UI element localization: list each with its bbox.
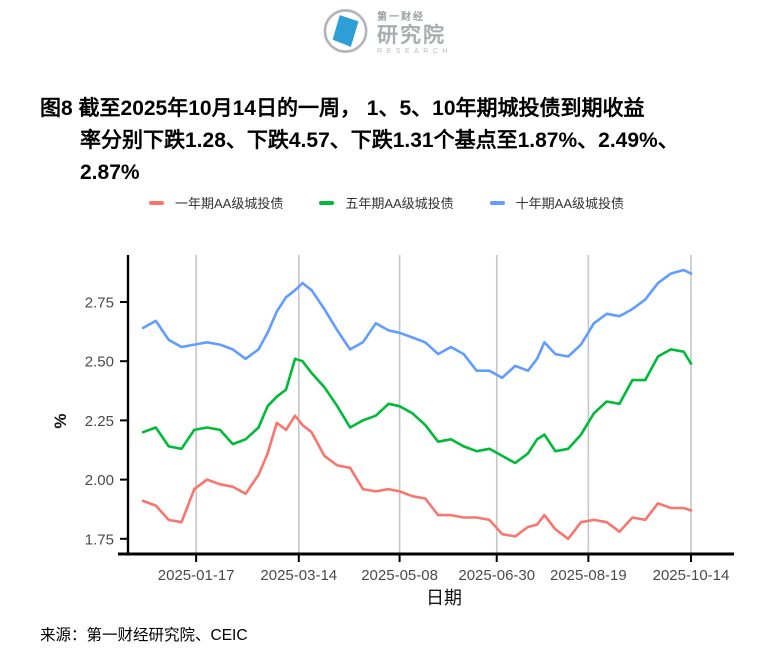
x-tick-label: 2025-08-19 — [550, 567, 627, 584]
figure-title-line3: 2.87% — [80, 161, 140, 184]
x-tick-label: 2025-06-30 — [458, 567, 535, 584]
legend-key-icon — [319, 200, 335, 205]
y-tick-label: 1.75 — [85, 531, 114, 548]
logo-brand-big: 研究院 — [377, 23, 447, 47]
yield-chart: 1.75 2.00 2.25 2.50 2.75 2025-01-17 2025-03-14… — [0, 240, 773, 620]
legend-label: 五年期AA级城投债 — [345, 196, 454, 211]
series-line-5yr — [141, 348, 693, 465]
figure-title: 图8 截至2025年10月14日的一周， 1、5、10年期城投债到期收益 率分别… — [40, 93, 760, 189]
legend-key-icon — [489, 200, 505, 205]
series-line-10yr — [141, 268, 693, 380]
legend-item-2: 五年期AA级城投债 — [319, 193, 454, 212]
yicai-research-logo: 第一财经 研究院 RESEARCH — [321, 7, 452, 60]
yield-chart-svg: 1.75 2.00 2.25 2.50 2.75 2025-01-17 2025-03-14… — [51, 255, 734, 608]
x-tick-label: 2025-01-17 — [158, 567, 235, 584]
legend-label: 十年期AA级城投债 — [515, 196, 625, 211]
legend-label: 一年期AA级城投债 — [174, 196, 284, 211]
logo-brand-small: 第一财经 — [377, 11, 426, 23]
logo-text: 第一财经 研究院 RESEARCH — [377, 11, 452, 55]
source-note: 来源：第一财经研究院、CEIC — [40, 627, 248, 644]
legend-key-icon — [148, 200, 164, 205]
figure-title-line2: 率分别下跌1.28、下跌4.57、下跌1.31个基点至1.87%、2.49%、 — [80, 129, 679, 152]
y-axis-title: % — [51, 413, 70, 428]
chart-legend: 一年期AA级城投债 五年期AA级城投债 十年期AA级城投债 — [0, 193, 773, 212]
series-line-1yr — [141, 414, 693, 541]
x-tick-label: 2025-03-14 — [260, 567, 337, 584]
y-tick-label: 2.75 — [85, 295, 114, 312]
x-tick-label: 2025-05-08 — [361, 567, 438, 584]
figure-title-line1: 图8 截至2025年10月14日的一周， 1、5、10年期城投债到期收益 — [40, 97, 645, 120]
logo-brand-en: RESEARCH — [377, 47, 452, 55]
y-tick-label: 2.00 — [85, 472, 114, 489]
legend-item-1: 一年期AA级城投债 — [148, 193, 284, 212]
legend-item-3: 十年期AA级城投债 — [489, 193, 625, 212]
x-axis-title: 日期 — [426, 588, 462, 608]
y-tick-label: 2.25 — [85, 413, 114, 430]
x-tick-label: 2025-10-14 — [653, 567, 730, 584]
yicai-logo-icon — [321, 7, 369, 60]
y-tick-label: 2.50 — [85, 354, 114, 371]
